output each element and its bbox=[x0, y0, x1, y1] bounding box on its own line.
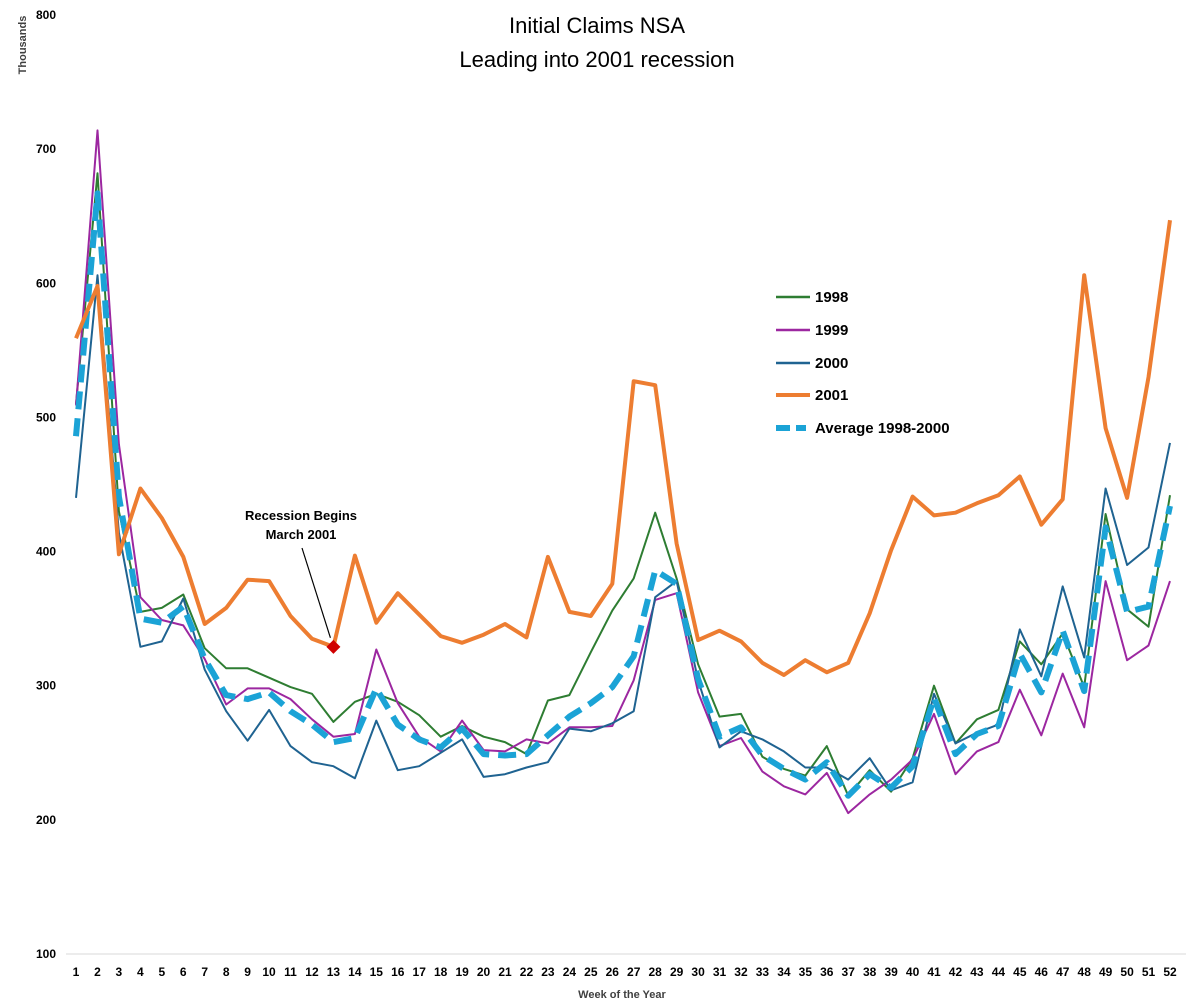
x-tick-label: 14 bbox=[348, 965, 362, 979]
x-tick-label: 25 bbox=[584, 965, 598, 979]
series-line-1999 bbox=[75, 129, 1171, 815]
y-tick-label: 300 bbox=[36, 679, 56, 693]
x-tick-label: 20 bbox=[477, 965, 491, 979]
series-line-average-1998-2000 bbox=[73, 190, 1173, 799]
y-tick-label: 100 bbox=[36, 947, 56, 961]
legend-label: 1998 bbox=[815, 289, 848, 306]
x-tick-label: 44 bbox=[992, 965, 1006, 979]
x-tick-label: 45 bbox=[1013, 965, 1027, 979]
x-tick-label: 12 bbox=[305, 965, 319, 979]
series-line-2001 bbox=[74, 219, 1172, 677]
x-axis-title: Week of the Year bbox=[578, 989, 666, 1001]
x-tick-label: 19 bbox=[455, 965, 469, 979]
x-tick-label: 5 bbox=[158, 965, 165, 979]
x-tick-label: 4 bbox=[137, 965, 144, 979]
y-axis-title: Thousands bbox=[17, 16, 29, 75]
x-tick-label: 49 bbox=[1099, 965, 1113, 979]
annotation-line-2: March 2001 bbox=[266, 527, 337, 542]
x-tick-label: 28 bbox=[648, 965, 662, 979]
x-tick-label: 7 bbox=[201, 965, 208, 979]
x-tick-label: 40 bbox=[906, 965, 920, 979]
legend: 1998 1999 2000 2001 Average 1998-2000 bbox=[776, 289, 950, 437]
x-tick-label: 2 bbox=[94, 965, 101, 979]
series-line-2000 bbox=[75, 274, 1171, 792]
x-tick-label: 38 bbox=[863, 965, 877, 979]
x-tick-label: 30 bbox=[691, 965, 705, 979]
x-tick-label: 27 bbox=[627, 965, 641, 979]
x-tick-label: 8 bbox=[223, 965, 230, 979]
chart-subtitle: Leading into 2001 recession bbox=[459, 47, 734, 72]
x-tick-label: 41 bbox=[927, 965, 941, 979]
legend-label: Average 1998-2000 bbox=[815, 420, 950, 437]
x-tick-label: 17 bbox=[413, 965, 427, 979]
recession-marker bbox=[326, 639, 341, 654]
x-axis-ticks: 1 2 3 4 5 6 7 8 9 10 11 12 13 14 15 16 17 18 19 20 21 22 23 24 2… bbox=[73, 965, 1177, 979]
x-tick-label: 13 bbox=[327, 965, 341, 979]
x-tick-label: 18 bbox=[434, 965, 448, 979]
x-tick-label: 24 bbox=[563, 965, 577, 979]
annotation-arrow bbox=[301, 547, 331, 638]
y-axis-ticks: 100 200 300 400 500 600 700 800 bbox=[36, 8, 56, 961]
y-tick-label: 800 bbox=[36, 8, 56, 22]
annotation-line-1: Recession Begins bbox=[245, 508, 357, 523]
x-tick-label: 51 bbox=[1142, 965, 1156, 979]
y-tick-label: 500 bbox=[36, 410, 56, 424]
series-lines bbox=[73, 129, 1173, 815]
x-tick-label: 42 bbox=[949, 965, 963, 979]
x-tick-label: 52 bbox=[1163, 965, 1177, 979]
x-tick-label: 48 bbox=[1078, 965, 1092, 979]
x-tick-label: 3 bbox=[116, 965, 123, 979]
legend-label: 1999 bbox=[815, 322, 848, 339]
y-tick-label: 700 bbox=[36, 142, 56, 156]
x-tick-label: 36 bbox=[820, 965, 834, 979]
x-tick-label: 11 bbox=[284, 965, 297, 979]
x-tick-label: 26 bbox=[606, 965, 620, 979]
x-tick-label: 1 bbox=[73, 965, 80, 979]
x-tick-label: 50 bbox=[1120, 965, 1134, 979]
annotation: Recession Begins March 2001 bbox=[245, 508, 357, 654]
x-tick-label: 21 bbox=[498, 965, 512, 979]
x-tick-label: 23 bbox=[541, 965, 555, 979]
x-tick-label: 37 bbox=[842, 965, 856, 979]
x-tick-label: 10 bbox=[262, 965, 276, 979]
x-tick-label: 9 bbox=[244, 965, 251, 979]
x-tick-label: 39 bbox=[884, 965, 898, 979]
x-tick-label: 31 bbox=[713, 965, 727, 979]
x-tick-label: 22 bbox=[520, 965, 534, 979]
x-tick-label: 15 bbox=[370, 965, 384, 979]
legend-label: 2000 bbox=[815, 355, 848, 372]
x-tick-label: 47 bbox=[1056, 965, 1070, 979]
x-tick-label: 6 bbox=[180, 965, 187, 979]
y-tick-label: 400 bbox=[36, 545, 56, 559]
x-tick-label: 43 bbox=[970, 965, 984, 979]
y-tick-label: 600 bbox=[36, 276, 56, 290]
x-tick-label: 46 bbox=[1035, 965, 1049, 979]
x-tick-label: 34 bbox=[777, 965, 791, 979]
chart-title: Initial Claims NSA bbox=[509, 13, 685, 38]
legend-label: 2001 bbox=[815, 387, 848, 404]
series-line-1998 bbox=[75, 172, 1171, 797]
x-tick-label: 33 bbox=[756, 965, 770, 979]
y-tick-label: 200 bbox=[36, 813, 56, 827]
x-tick-label: 16 bbox=[391, 965, 405, 979]
x-tick-label: 32 bbox=[734, 965, 748, 979]
x-tick-label: 29 bbox=[670, 965, 684, 979]
x-tick-label: 35 bbox=[799, 965, 813, 979]
